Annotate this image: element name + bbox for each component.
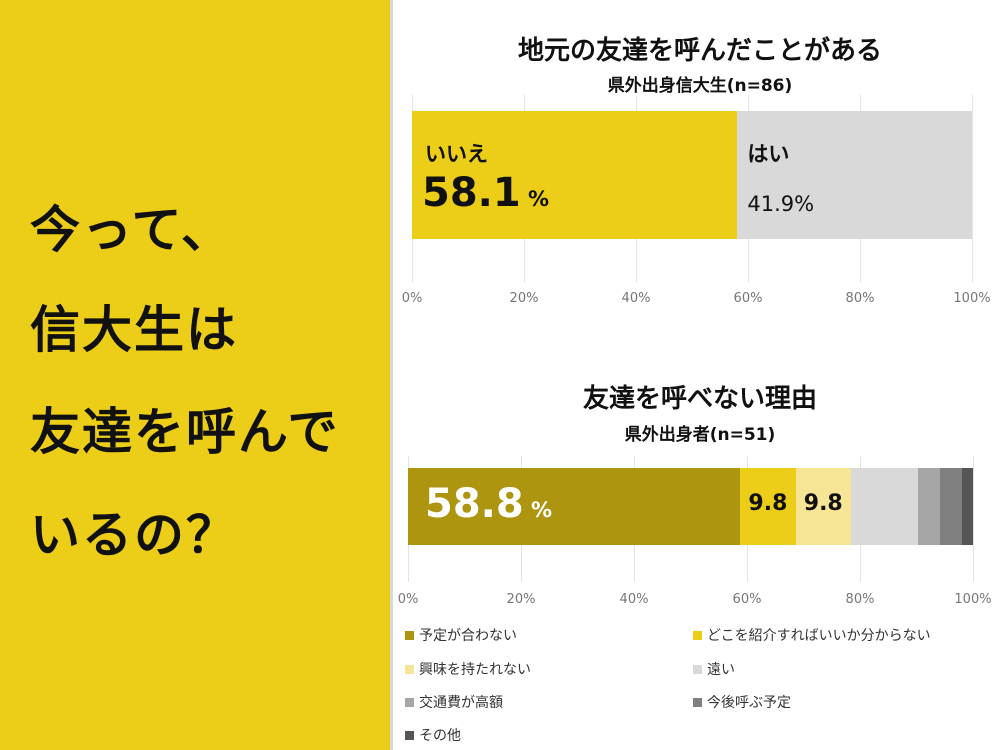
headline-line-3: 友達を呼んで: [30, 403, 340, 461]
headline-line-4: いるの？: [30, 506, 238, 564]
chart2-legend-item-4: 交通費が高額: [405, 692, 503, 712]
chart2-bar-5: [939, 468, 962, 545]
chart1-tick-label: 80%: [845, 291, 875, 306]
chart1-label-no-value: 58.1 %: [422, 170, 550, 216]
legend-swatch: [693, 697, 702, 707]
chart2-label-schedule-value: 58.8 %: [425, 481, 553, 527]
chart1-tick-label: 0%: [401, 291, 423, 306]
chart2-tick-label: 0%: [397, 592, 419, 607]
left-panel: 今って、 信大生は 友達を呼んで いるの？: [0, 0, 390, 750]
chart2-legend-item-3: 遠い: [693, 659, 735, 679]
chart2-tick-label: 100%: [954, 592, 992, 607]
legend-swatch: [693, 664, 702, 674]
legend-label: 交通費が高額: [419, 695, 503, 711]
panel-divider: [390, 0, 393, 750]
legend-swatch: [405, 730, 414, 740]
legend-swatch: [405, 664, 414, 674]
chart1-tick-label: 60%: [733, 291, 763, 306]
headline-line-2: 信大生は: [30, 301, 238, 359]
chart2-bar-2: [795, 468, 851, 545]
chart1-subtitle: 県外出身信大生(n=86): [607, 76, 793, 96]
chart2-label-2-value: 9.8: [803, 491, 843, 516]
chart2-tick-label: 60%: [732, 592, 762, 607]
chart2-legend-item-5: 今後呼ぶ予定: [693, 692, 791, 712]
chart2-label-1-value: 9.8: [748, 491, 788, 516]
legend-swatch: [693, 630, 702, 640]
chart2-bar-0: [408, 468, 741, 545]
chart2-tick-label: 80%: [845, 592, 875, 607]
legend-label: 予定が合わない: [419, 628, 517, 644]
legend-label: 遠い: [707, 662, 735, 678]
legend-label: 今後呼ぶ予定: [707, 695, 791, 711]
chart2-bar-6: [961, 468, 973, 545]
chart2-gridline: [973, 456, 974, 582]
chart2-tick-label: 20%: [506, 592, 536, 607]
legend-label: どこを紹介すればいいか分からない: [707, 628, 931, 644]
chart1-tick-label: 20%: [509, 291, 539, 306]
legend-label: その他: [419, 728, 461, 744]
legend-swatch: [405, 697, 414, 707]
chart1-bar-1: [737, 111, 972, 239]
chart2-bar-1: [740, 468, 796, 545]
chart1-gridline: [972, 95, 973, 282]
chart2-title: 友達を呼べない理由: [582, 384, 817, 414]
chart1-tick-label: 100%: [953, 291, 991, 306]
legend-swatch: [405, 630, 414, 640]
chart2-legend-item-0: 予定が合わない: [405, 625, 517, 645]
chart2-bar-3: [850, 468, 918, 545]
chart2-subtitle: 県外出身者(n=51): [624, 425, 776, 445]
chart1-label-yes-value: 41.9%: [747, 192, 815, 216]
chart2-legend-item-1: どこを紹介すればいいか分からない: [693, 625, 931, 645]
chart1-label-no-name: いいえ: [425, 142, 488, 166]
legend-label: 興味を持たれない: [419, 662, 531, 678]
chart1-tick-label: 40%: [621, 291, 651, 306]
chart1-bar-0: [412, 111, 738, 239]
chart2-legend-item-2: 興味を持たれない: [405, 659, 531, 679]
chart1-title: 地元の友達を呼んだことがある: [517, 36, 882, 66]
headline-line-1: 今って、: [30, 201, 233, 259]
chart1-label-yes-name: はい: [747, 142, 790, 166]
chart2-bar-4: [917, 468, 940, 545]
chart2-tick-label: 40%: [619, 592, 649, 607]
chart2-legend-item-6: その他: [405, 725, 461, 745]
